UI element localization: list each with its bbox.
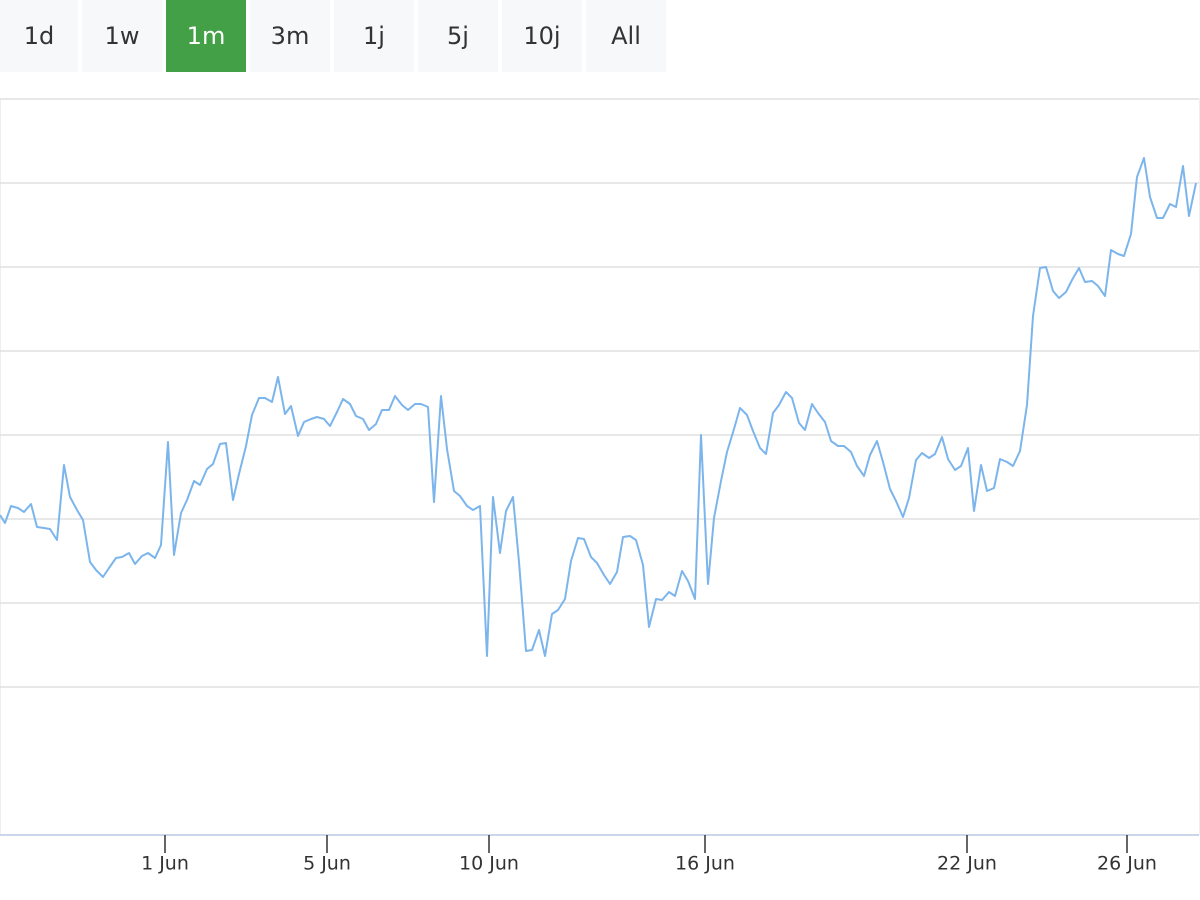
button-label: 5j [447,22,469,50]
button-label: 1m [187,22,226,50]
range-button[interactable]: All [586,0,666,72]
x-tick-label: 5 Jun [303,853,351,875]
x-tick-label: 16 Jun [675,853,735,875]
range-button[interactable]: 3m [250,0,330,72]
button-bg [250,0,330,72]
button-bg [586,0,666,72]
button-label: All [611,22,641,50]
range-button[interactable]: 10j [502,0,582,72]
button-label: 1j [363,22,385,50]
x-tick-label: 10 Jun [459,853,519,875]
button-bg [166,0,246,72]
button-bg [418,0,498,72]
range-button[interactable]: 5j [418,0,498,72]
range-button[interactable]: 1d [0,0,78,72]
x-tick-label: 22 Jun [937,853,997,875]
x-tick-label: 1 Jun [141,853,189,875]
button-bg [502,0,582,72]
button-label: 3m [271,22,310,50]
price-line [0,157,1197,657]
range-button[interactable]: 1w [82,0,162,72]
button-label: 1w [105,22,140,50]
x-tick-label: 26 Jun [1097,853,1157,875]
button-bg [0,0,78,72]
range-button[interactable]: 1j [334,0,414,72]
button-bg [334,0,414,72]
button-label: 1d [24,22,55,50]
button-label: 10j [523,22,560,50]
button-bg [82,0,162,72]
range-button[interactable]: 1m [166,0,246,72]
